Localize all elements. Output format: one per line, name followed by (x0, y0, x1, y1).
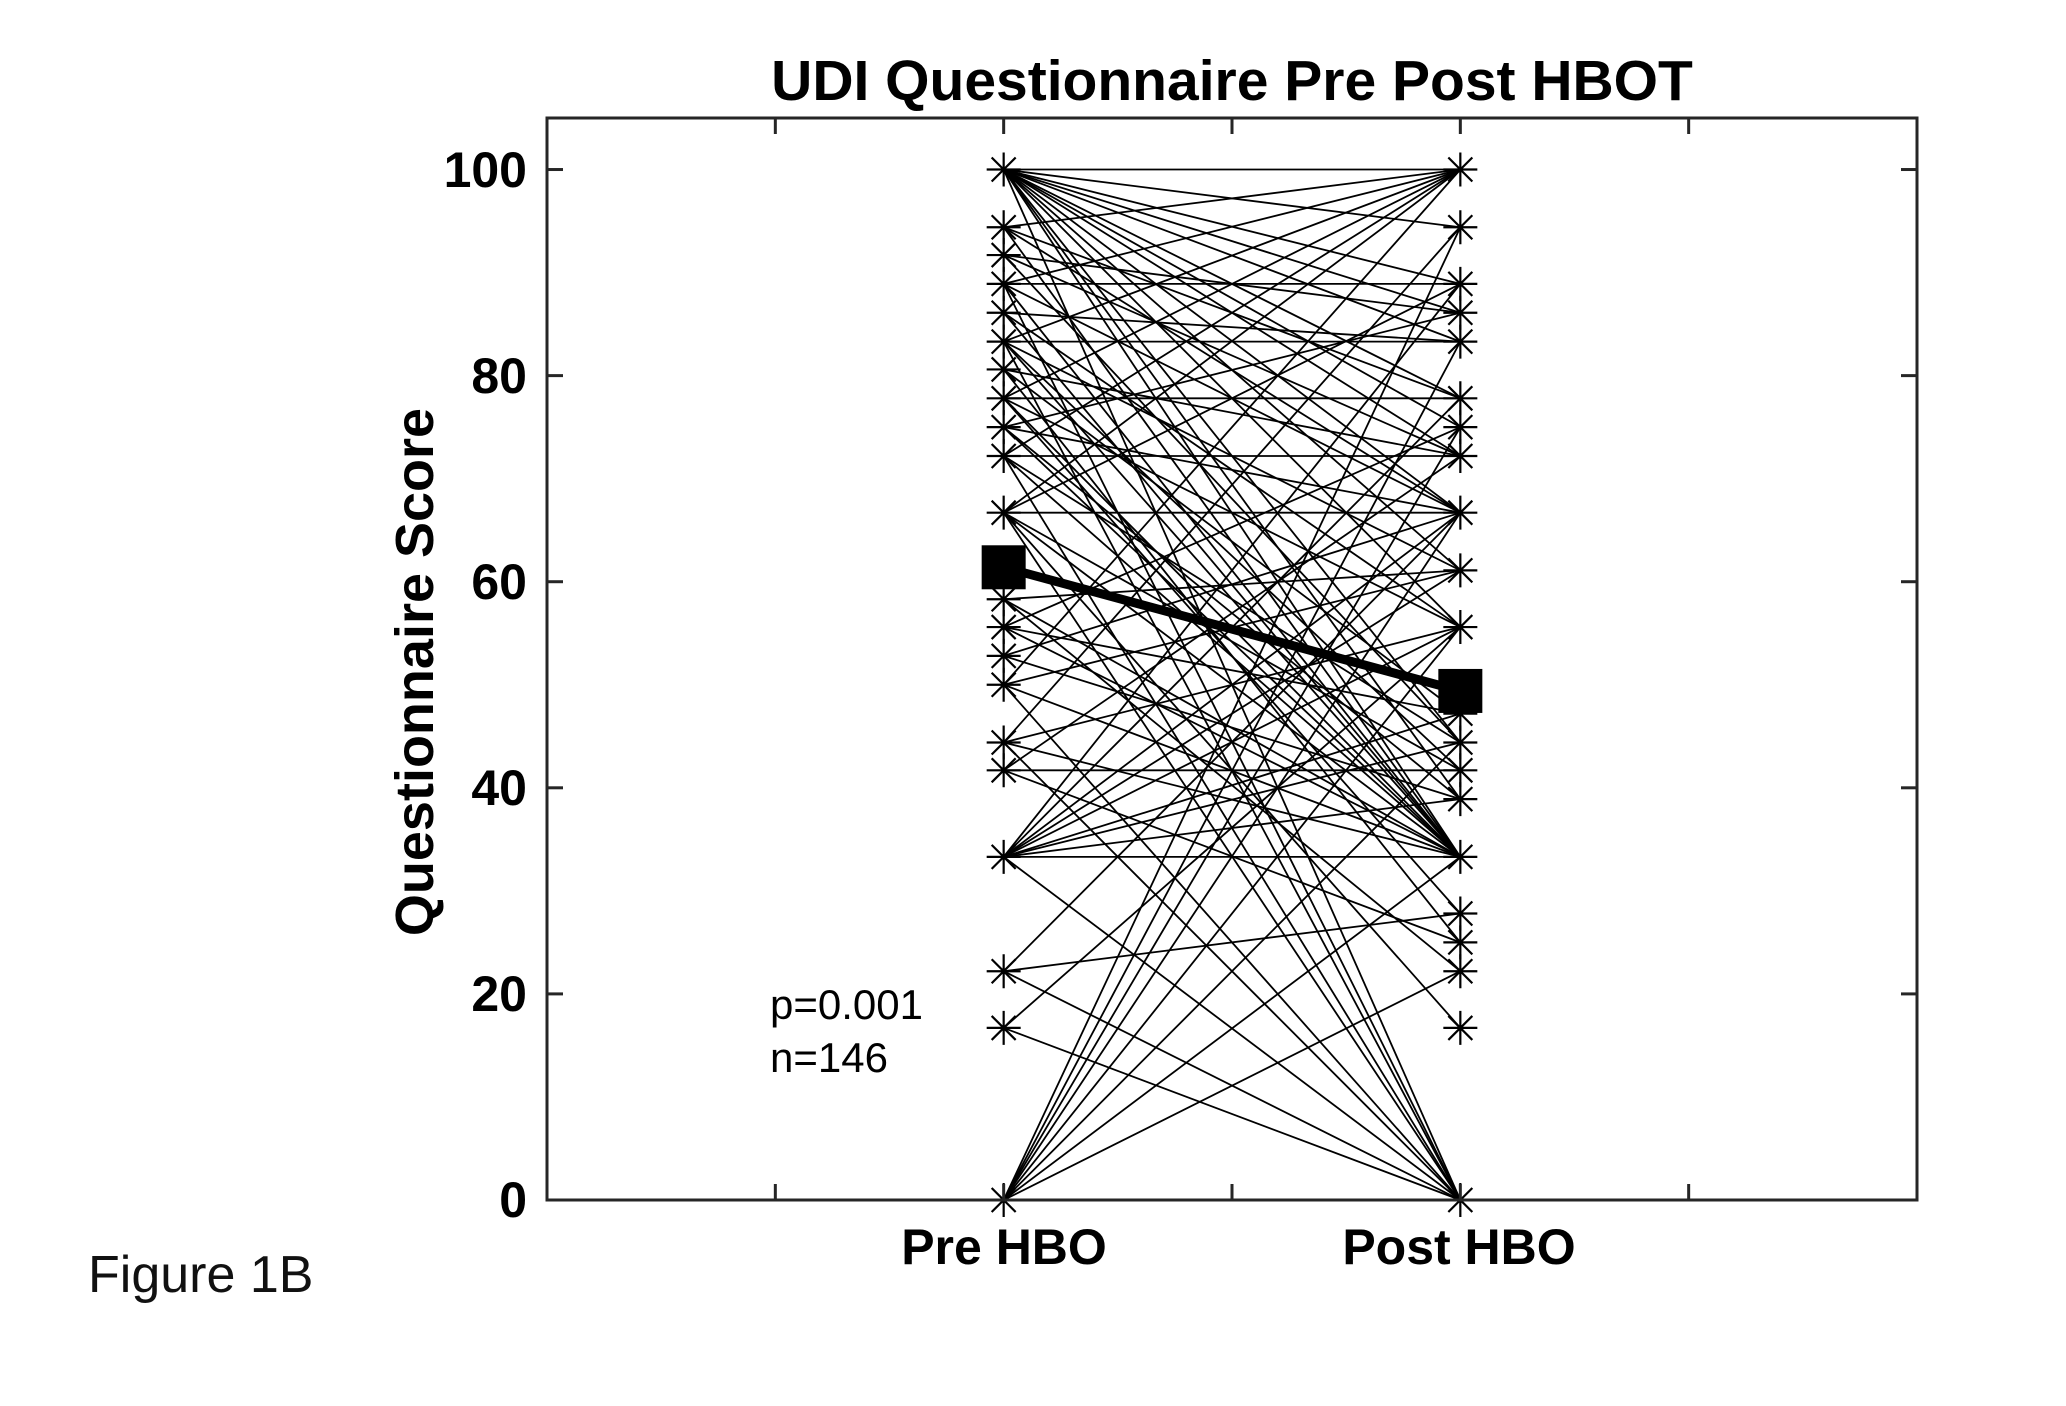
patient-line (1003, 168, 1461, 285)
patient-line (1002, 512, 1462, 1201)
patient-line (1003, 455, 1461, 772)
patient-line (1003, 511, 1461, 772)
patient-line (1003, 511, 1461, 858)
asterisk-marker (986, 753, 1021, 788)
asterisk-marker (986, 152, 1021, 187)
patient-line (1003, 168, 1461, 229)
asterisk-marker (986, 266, 1021, 301)
asterisk-marker (986, 725, 1021, 760)
patient-line (1003, 626, 1461, 715)
asterisk-marker (986, 410, 1021, 445)
patient-line (1003, 168, 1461, 514)
asterisk-marker (1443, 553, 1478, 588)
y-tick-label: 0 (499, 1172, 527, 1228)
asterisk-marker (986, 839, 1021, 874)
asterisk-marker (986, 381, 1021, 416)
patient-line (1003, 168, 1461, 400)
asterisk-marker (986, 667, 1021, 702)
asterisk-marker (986, 438, 1021, 473)
y-tick-label: 80 (471, 347, 527, 404)
asterisk-marker (1443, 1010, 1478, 1045)
patient-line (1003, 168, 1461, 428)
asterisk-marker (1443, 610, 1478, 645)
patient-line (1003, 254, 1461, 744)
x-tick-label-pre-hbo: Pre HBO (901, 1219, 1107, 1275)
patient-line (1003, 970, 1461, 1201)
asterisk-marker (1443, 839, 1478, 874)
patient-line (1003, 283, 1461, 514)
patient-line (1003, 168, 1461, 457)
asterisk-marker (1443, 438, 1478, 473)
asterisk-marker (1443, 725, 1478, 760)
patient-line (1002, 426, 1462, 1201)
patient-line (1003, 426, 1461, 514)
asterisk-marker (1443, 381, 1478, 416)
asterisk-marker (1443, 410, 1478, 445)
patient-line (1003, 912, 1461, 973)
patient-line (1002, 626, 1462, 1201)
patient-line (1003, 512, 1461, 972)
patient-line (1002, 226, 1462, 1201)
chart-title: UDI Questionnaire Pre Post HBOT (771, 49, 1693, 113)
patient-line (1003, 340, 1461, 771)
asterisk-marker (1443, 495, 1478, 530)
p-value-text: p=0.001 (770, 981, 923, 1028)
patient-line (1003, 741, 1461, 858)
patient-line (1002, 168, 1462, 686)
patient-line (1002, 341, 1462, 1201)
asterisk-marker (986, 954, 1021, 989)
axis-box (545, 116, 1919, 1202)
patient-line (1002, 226, 1462, 744)
asterisk-marker (986, 582, 1021, 617)
mean-square-marker (981, 545, 1026, 590)
mean-line (1002, 562, 1462, 696)
patient-line (1003, 626, 1461, 1029)
asterisk-marker (986, 638, 1021, 673)
asterisk-marker (986, 238, 1021, 273)
asterisk-marker (986, 352, 1021, 387)
asterisk-marker (1443, 295, 1478, 330)
asterisk-marker (986, 610, 1021, 645)
patient-line (1003, 741, 1461, 1201)
y-tick-label: 60 (471, 553, 527, 610)
patient-line (1003, 455, 1461, 858)
asterisk-marker (1443, 152, 1478, 187)
patient-line (1003, 168, 1461, 343)
asterisk-marker (986, 295, 1021, 330)
asterisk-marker (1443, 782, 1478, 817)
patient-line (1002, 283, 1462, 858)
patient-line (1003, 168, 1461, 314)
patient-line (1003, 511, 1461, 657)
patient-line (1003, 368, 1461, 457)
asterisk-marker (1443, 925, 1478, 960)
asterisk-marker (986, 210, 1021, 245)
patient-line (1003, 856, 1461, 1201)
patient-line (1003, 254, 1461, 457)
asterisk-marker (986, 495, 1021, 530)
patient-line (1003, 311, 1461, 343)
asterisk-marker (1443, 324, 1478, 359)
asterisk-marker (986, 1010, 1021, 1045)
asterisk-marker (1443, 266, 1478, 301)
patient-line (1003, 426, 1461, 628)
asterisk-marker (1443, 896, 1478, 931)
asterisk-marker (1443, 696, 1478, 731)
stats-annotation: p=0.001 n=146 (770, 978, 923, 1084)
figure-label: Figure 1B (88, 1246, 314, 1304)
y-tick-label: 40 (471, 759, 527, 816)
y-tick-label: 100 (443, 141, 527, 198)
sample-size-text: n=146 (770, 1034, 888, 1081)
patient-line (1003, 655, 1461, 801)
asterisk-marker (1443, 954, 1478, 989)
asterisk-marker (1443, 753, 1478, 788)
y-tick-label: 20 (471, 965, 527, 1022)
patient-line (1003, 712, 1461, 858)
asterisk-marker (1443, 210, 1478, 245)
x-tick-label-post-hbo: Post HBO (1342, 1219, 1576, 1275)
mean-square-marker (1438, 668, 1483, 713)
asterisk-marker (986, 324, 1021, 359)
patient-line (1003, 368, 1461, 715)
